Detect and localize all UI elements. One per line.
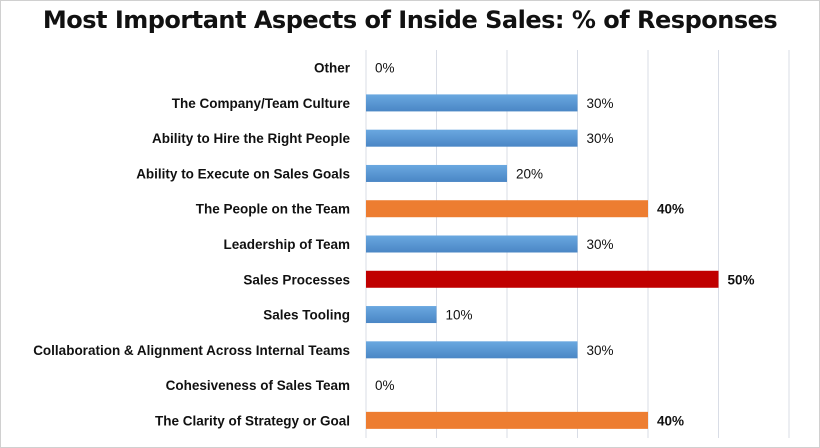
data-label: 40% xyxy=(657,413,684,428)
data-label: 30% xyxy=(587,96,614,111)
bar xyxy=(366,411,648,429)
bar xyxy=(366,235,578,253)
data-label: 30% xyxy=(587,131,614,146)
category-label: Collaboration & Alignment Across Interna… xyxy=(33,343,350,358)
chart-title: Most Important Aspects of Inside Sales: … xyxy=(42,6,778,34)
bar xyxy=(366,270,719,288)
data-label: 50% xyxy=(728,272,755,287)
bar xyxy=(366,129,578,147)
category-label: Leadership of Team xyxy=(223,237,350,252)
data-label: 0% xyxy=(375,61,395,76)
category-label: Cohesiveness of Sales Team xyxy=(166,378,350,393)
data-label: 10% xyxy=(446,308,473,323)
bar xyxy=(366,164,507,182)
bar xyxy=(366,306,437,324)
data-label: 0% xyxy=(375,378,395,393)
category-label: Sales Tooling xyxy=(263,308,350,323)
data-label: 30% xyxy=(587,237,614,252)
category-label: Ability to Execute on Sales Goals xyxy=(136,166,350,181)
category-label: The Clarity of Strategy or Goal xyxy=(155,413,350,428)
category-label: The Company/Team Culture xyxy=(172,96,351,111)
category-label: The People on the Team xyxy=(196,202,350,217)
category-label: Sales Processes xyxy=(243,272,350,287)
data-label: 30% xyxy=(587,343,614,358)
category-label: Ability to Hire the Right People xyxy=(152,131,351,146)
category-label: Other xyxy=(314,61,351,76)
data-label: 40% xyxy=(657,202,684,217)
data-label: 20% xyxy=(516,166,543,181)
bar xyxy=(366,341,578,359)
bar xyxy=(366,94,578,112)
bar xyxy=(366,200,648,218)
